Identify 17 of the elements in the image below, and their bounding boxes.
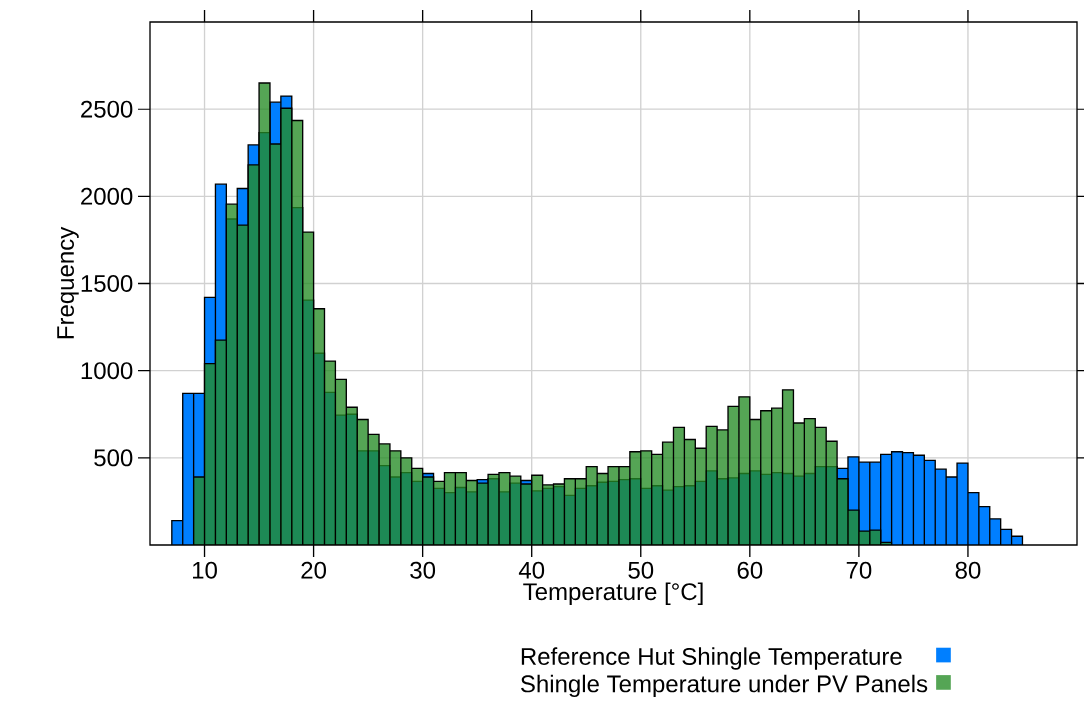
x-tick-label: 60 xyxy=(737,561,763,579)
legend-label: Reference Hut Shingle Temperature xyxy=(521,647,902,670)
x-tick-label: 10 xyxy=(193,561,217,579)
y-tick-label: 500 xyxy=(94,449,133,467)
y-tick-label: 1500 xyxy=(81,274,133,292)
x-axis-title: Temperature [°C] xyxy=(523,582,703,605)
x-tick-label: 20 xyxy=(301,561,327,579)
x-tick-label: 50 xyxy=(628,561,654,579)
x-tick-label: 30 xyxy=(410,561,436,579)
y-tick-label: 1000 xyxy=(81,362,133,380)
y-tick-label: 2500 xyxy=(81,100,133,118)
y-tick-label: 2000 xyxy=(81,187,133,205)
x-tick-label: 70 xyxy=(846,561,872,579)
x-tick-label: 80 xyxy=(955,561,981,579)
x-tick-label: 40 xyxy=(518,561,545,579)
legend-label: Shingle Temperature under PV Panels xyxy=(520,674,928,698)
y-axis-title: Frequency xyxy=(57,226,79,339)
